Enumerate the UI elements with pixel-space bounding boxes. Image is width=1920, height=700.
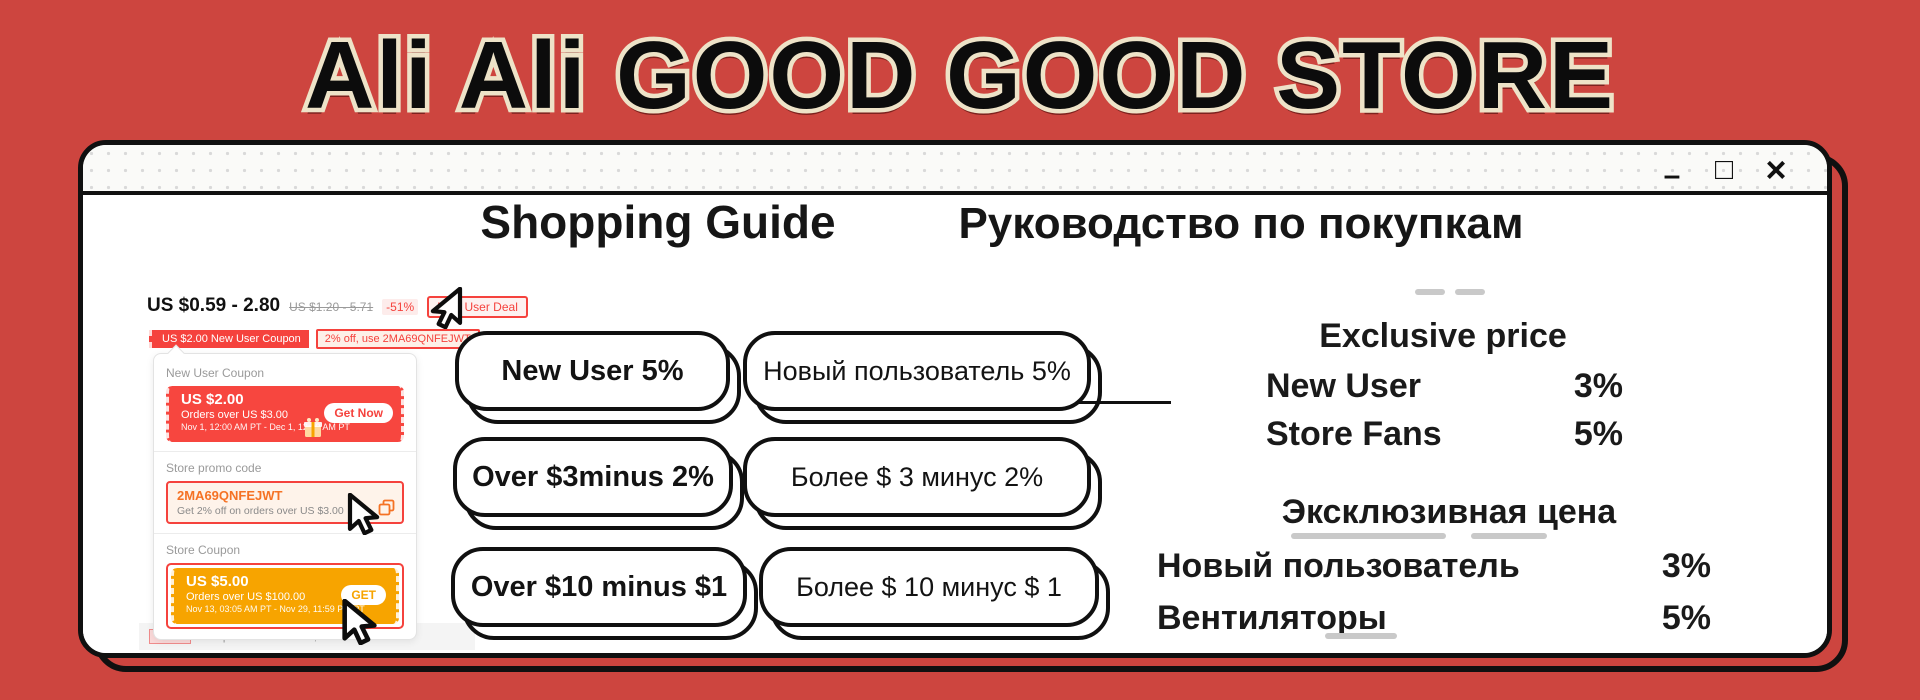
promo-code-value: 2MA69QNFEJWT — [177, 488, 283, 503]
guide-button-over10-ru[interactable]: Более $ 10 минус $ 1 — [759, 547, 1110, 640]
exclusive-price-title-en: Exclusive price — [1319, 317, 1567, 355]
coupon-amount: US $2.00 — [181, 391, 244, 408]
mouse-cursor-icon — [430, 287, 463, 329]
underline-dash — [1471, 533, 1547, 539]
promo-code-description: Get 2% off on orders over US $3.00 — [177, 505, 344, 517]
shopping-guide-title-ru: Руководство по покупкам — [958, 199, 1524, 248]
store-title-text: Ali Ali GOOD GOOD STORE — [305, 22, 1615, 129]
section-new-user-coupon: New User Coupon — [166, 366, 265, 380]
connector-line — [1075, 401, 1171, 404]
price-current: US $0.59 - 2.80 — [147, 295, 281, 316]
exclusive-row-value: 3% — [1573, 367, 1623, 405]
exclusive-row-label: New User — [1266, 367, 1421, 405]
pill-label: Более $ 10 минус $ 1 — [796, 571, 1062, 602]
app-window: – □ × US $0.59 - 2.80 US $1.20 - 5.71 -5… — [78, 140, 1832, 658]
shopping-guide-title-en: Shopping Guide — [480, 196, 836, 248]
store-title-shadow-text: Ali Ali GOOD GOOD STORE — [305, 28, 1615, 135]
underline-dash — [1291, 533, 1446, 539]
price-original: US $1.20 - 5.71 — [289, 300, 374, 314]
new-user-coupon-badge: US $2.00 New User Coupon — [149, 330, 309, 348]
guide-button-new-user-en[interactable]: New User 5% — [455, 331, 741, 424]
copy-icon[interactable] — [378, 499, 395, 516]
popup-divider — [154, 533, 416, 534]
exclusive-row-label: Store Fans — [1266, 415, 1442, 453]
promo-code-badge: 2% off, use 2MA69QNFEJWT — [315, 329, 480, 349]
underline-dash — [1455, 289, 1485, 295]
price-row: US $0.59 - 2.80 US $1.20 - 5.71 -51% New… — [147, 295, 528, 318]
coupon-popup: New User Coupon US $2.00 Orders over US … — [153, 344, 417, 640]
pill-label: Более $ 3 минус 2% — [790, 461, 1044, 492]
popup-divider — [154, 451, 416, 452]
window-controls: – □ × — [1659, 145, 1789, 195]
mouse-cursor-icon — [342, 599, 377, 645]
underline-dash — [1415, 289, 1445, 295]
minimize-icon[interactable]: – — [1663, 159, 1681, 192]
section-store-promo-code: Store promo code — [166, 461, 262, 475]
guide-button-over10-en[interactable]: Over $10 minus $1 — [451, 547, 758, 640]
exclusive-row-label: Вентиляторы — [1157, 599, 1387, 637]
pill-label: Over $3minus 2% — [472, 460, 714, 493]
exclusive-row-value: 5% — [1661, 599, 1711, 637]
guide-button-over3-en[interactable]: Over $3minus 2% — [453, 437, 744, 530]
coupon-amount: US $5.00 — [186, 573, 249, 590]
new-user-coupon-card: US $2.00 Orders over US $3.00 Nov 1, 12:… — [166, 386, 404, 442]
pill-label: Новый пользователь 5% — [763, 355, 1071, 386]
maximize-icon[interactable]: □ — [1714, 153, 1734, 186]
coupon-dates: Nov 1, 12:00 AM PT - Dec 1, 12:00 AM PT — [181, 422, 350, 432]
exclusive-price-title-ru: Эксклюзивная цена — [1281, 493, 1617, 531]
pill-label: New User 5% — [501, 354, 684, 387]
mouse-cursor-icon — [347, 493, 380, 535]
gift-icon — [304, 418, 322, 437]
exclusive-row-value: 3% — [1661, 547, 1711, 585]
guide-button-new-user-ru[interactable]: Новый пользователь 5% — [743, 331, 1102, 424]
discount-badge: -51% — [382, 299, 419, 315]
window-content: US $0.59 - 2.80 US $1.20 - 5.71 -51% New… — [83, 195, 1827, 653]
exclusive-row-value: 5% — [1573, 415, 1623, 453]
pill-label: Over $10 minus $1 — [470, 570, 728, 603]
exclusive-row-label: Новый пользователь — [1157, 547, 1520, 585]
get-now-button[interactable]: Get Now — [324, 403, 393, 423]
store-title: Ali Ali GOOD GOOD STORE Ali Ali GOOD GOO… — [300, 18, 1617, 136]
coupon-dates: Nov 13, 03:05 AM PT - Nov 29, 11:59 PM P… — [186, 604, 365, 614]
store-coupon-highlight: US $5.00 Orders over US $100.00 Nov 13, … — [166, 563, 404, 629]
close-icon[interactable]: × — [1765, 149, 1787, 190]
coupon-condition: Orders over US $3.00 — [181, 409, 288, 421]
window-titlebar: – □ × — [83, 145, 1827, 195]
get-button[interactable]: GET — [341, 585, 386, 605]
underline-dash — [1325, 633, 1397, 639]
guide-button-over3-ru[interactable]: Более $ 3 минус 2% — [743, 437, 1102, 530]
section-store-coupon: Store Coupon — [166, 543, 241, 557]
coupon-condition: Orders over US $100.00 — [186, 591, 306, 603]
